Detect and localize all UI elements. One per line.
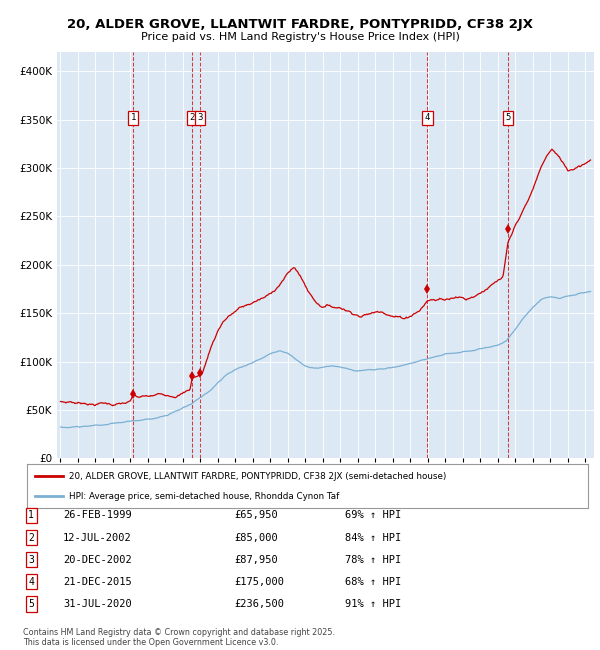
Text: 26-FEB-1999: 26-FEB-1999 [63, 510, 132, 521]
Text: 78% ↑ HPI: 78% ↑ HPI [345, 554, 401, 565]
Text: 91% ↑ HPI: 91% ↑ HPI [345, 599, 401, 609]
Text: 5: 5 [28, 599, 34, 609]
Text: £236,500: £236,500 [234, 599, 284, 609]
Text: 2: 2 [28, 532, 34, 543]
Text: Price paid vs. HM Land Registry's House Price Index (HPI): Price paid vs. HM Land Registry's House … [140, 32, 460, 42]
Text: 1: 1 [28, 510, 34, 521]
Text: HPI: Average price, semi-detached house, Rhondda Cynon Taf: HPI: Average price, semi-detached house,… [69, 492, 340, 501]
Text: Contains HM Land Registry data © Crown copyright and database right 2025.: Contains HM Land Registry data © Crown c… [23, 628, 335, 637]
Text: 68% ↑ HPI: 68% ↑ HPI [345, 577, 401, 587]
Text: 1: 1 [130, 113, 136, 122]
Text: 31-JUL-2020: 31-JUL-2020 [63, 599, 132, 609]
Text: 84% ↑ HPI: 84% ↑ HPI [345, 532, 401, 543]
Text: 4: 4 [28, 577, 34, 587]
Text: 20-DEC-2002: 20-DEC-2002 [63, 554, 132, 565]
Text: 20, ALDER GROVE, LLANTWIT FARDRE, PONTYPRIDD, CF38 2JX (semi-detached house): 20, ALDER GROVE, LLANTWIT FARDRE, PONTYP… [69, 471, 446, 480]
Text: £87,950: £87,950 [234, 554, 278, 565]
Text: This data is licensed under the Open Government Licence v3.0.: This data is licensed under the Open Gov… [23, 638, 278, 647]
Text: £65,950: £65,950 [234, 510, 278, 521]
Text: 2: 2 [190, 113, 195, 122]
Text: 21-DEC-2015: 21-DEC-2015 [63, 577, 132, 587]
Text: 20, ALDER GROVE, LLANTWIT FARDRE, PONTYPRIDD, CF38 2JX: 20, ALDER GROVE, LLANTWIT FARDRE, PONTYP… [67, 18, 533, 31]
Text: 69% ↑ HPI: 69% ↑ HPI [345, 510, 401, 521]
Text: 3: 3 [28, 554, 34, 565]
Text: £85,000: £85,000 [234, 532, 278, 543]
Text: 12-JUL-2002: 12-JUL-2002 [63, 532, 132, 543]
Text: £175,000: £175,000 [234, 577, 284, 587]
Text: 3: 3 [197, 113, 203, 122]
Text: 4: 4 [425, 113, 430, 122]
Text: 5: 5 [505, 113, 511, 122]
